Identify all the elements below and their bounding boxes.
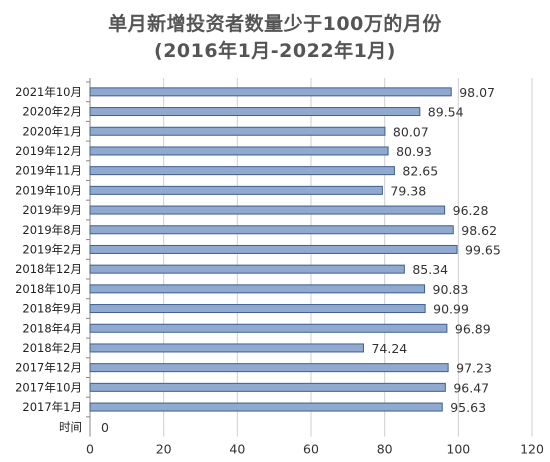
bar <box>89 323 448 333</box>
category-label: 2018年10月 <box>15 282 82 296</box>
category-label: 2020年1月 <box>22 124 82 138</box>
chart-title: 单月新增投资者数量少于100万的月份 <box>108 13 442 35</box>
bar <box>89 146 389 156</box>
bar <box>89 205 446 215</box>
category-label: 2018年4月 <box>22 321 82 335</box>
value-label: 0 <box>101 420 109 435</box>
bar <box>89 185 383 195</box>
category-label: 2019年11月 <box>15 164 82 178</box>
x-tick-label: 100 <box>446 442 470 457</box>
x-tick-label: 40 <box>229 442 245 457</box>
value-label: 90.83 <box>433 282 469 297</box>
category-label: 2019年8月 <box>22 223 82 237</box>
category-label: 2019年12月 <box>15 144 82 158</box>
x-tick-label: 0 <box>86 442 94 457</box>
value-label: 89.54 <box>428 105 464 120</box>
category-label: 2018年2月 <box>22 341 82 355</box>
value-label: 97.23 <box>456 361 492 376</box>
value-label: 96.89 <box>455 321 491 336</box>
category-label: 2018年9月 <box>22 302 82 316</box>
x-tick-label: 80 <box>377 442 393 457</box>
value-label: 98.07 <box>459 85 495 100</box>
bar <box>89 264 405 274</box>
x-tick-label: 120 <box>520 442 544 457</box>
value-label: 98.62 <box>461 223 497 238</box>
category-label: 2018年12月 <box>15 262 82 276</box>
category-label: 2019年9月 <box>22 203 82 217</box>
chart-subtitle: (2016年1月-2022年1月) <box>154 40 396 62</box>
bar <box>89 304 426 314</box>
x-tick-label: 60 <box>303 442 319 457</box>
category-label: 时间 <box>59 420 82 434</box>
value-label: 96.47 <box>453 380 489 395</box>
value-label: 85.34 <box>412 262 448 277</box>
value-label: 74.24 <box>371 341 407 356</box>
category-label: 2017年12月 <box>15 361 82 375</box>
bar <box>89 107 421 117</box>
bar <box>89 87 452 97</box>
category-label: 2017年1月 <box>22 400 82 414</box>
bar <box>89 126 386 136</box>
value-label: 95.63 <box>450 400 486 415</box>
bar <box>89 343 364 353</box>
category-label: 2019年2月 <box>22 242 82 256</box>
bar <box>89 166 395 176</box>
category-label: 2021年10月 <box>15 85 82 99</box>
value-label: 80.07 <box>393 124 429 139</box>
bar <box>89 225 454 235</box>
x-tick-label: 20 <box>156 442 172 457</box>
value-label: 96.28 <box>453 203 489 218</box>
category-label: 2020年2月 <box>22 105 82 119</box>
value-label: 80.93 <box>396 144 432 159</box>
bar <box>89 244 458 254</box>
category-label: 2017年10月 <box>15 380 82 394</box>
value-label: 79.38 <box>390 183 426 198</box>
category-label: 2019年10月 <box>15 183 82 197</box>
value-label: 82.65 <box>402 164 438 179</box>
bar <box>89 382 446 392</box>
bar <box>89 363 449 373</box>
value-label: 90.99 <box>433 302 469 317</box>
bar <box>89 402 443 412</box>
value-label: 99.65 <box>465 242 501 257</box>
bar <box>89 284 426 294</box>
